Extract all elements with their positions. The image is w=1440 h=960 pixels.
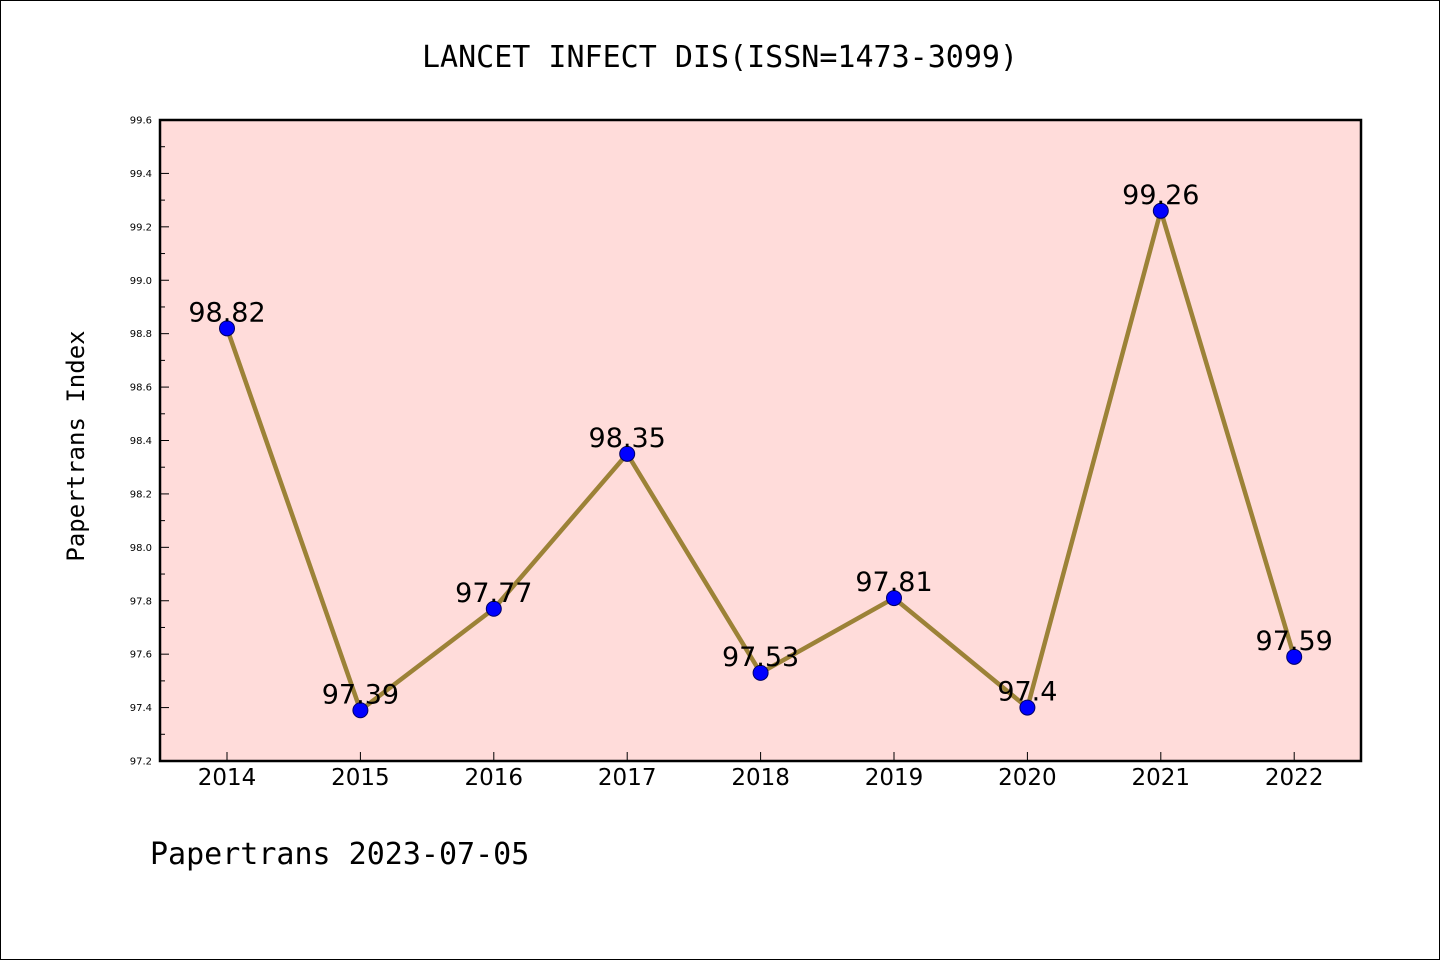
- data-point: [219, 320, 235, 337]
- y-tick-label: 97.6: [130, 650, 152, 661]
- data-point: [352, 702, 369, 719]
- data-point: [485, 600, 502, 617]
- x-tick-label: 2015: [331, 765, 390, 791]
- x-tick-label: 2017: [598, 765, 657, 791]
- data-label: 97.53: [722, 642, 799, 673]
- chart-title: LANCET INFECT DIS(ISSN=1473-3099): [422, 40, 1018, 75]
- data-label: 97.39: [322, 679, 399, 710]
- y-tick-label: 99.4: [130, 169, 152, 180]
- data-point: [886, 590, 902, 607]
- y-tick-label: 98.4: [130, 436, 152, 447]
- plot-border: [158, 118, 1363, 763]
- data-point: [619, 445, 636, 462]
- data-point: [752, 664, 769, 681]
- data-label: 97.59: [1256, 626, 1333, 657]
- y-axis-label: Papertrans Index: [62, 330, 90, 561]
- y-tick-label: 98.2: [130, 489, 152, 500]
- footer-text: Papertrans 2023-07-05: [150, 837, 529, 872]
- plot-area: [160, 120, 1361, 761]
- y-tick-label: 99.6: [130, 116, 152, 127]
- y-tick-label: 98.0: [130, 543, 152, 554]
- data-label: 99.26: [1122, 180, 1199, 211]
- y-tick-label: 99.2: [130, 222, 152, 233]
- data-label: 98.35: [589, 423, 666, 454]
- x-tick-label: 2021: [1132, 765, 1191, 791]
- x-tick-label: 2022: [1265, 765, 1324, 791]
- y-tick-label: 97.8: [130, 596, 152, 607]
- x-axis: 2014 2015 2016 2017 2018 2019 2020 2021 2022: [198, 752, 1324, 791]
- y-tick-label: 99.0: [130, 276, 152, 287]
- y-tick-label: 97.2: [130, 757, 152, 768]
- y-tick-label: 98.6: [130, 383, 152, 394]
- x-tick-label: 2016: [465, 765, 524, 791]
- data-point: [1286, 648, 1303, 665]
- x-tick-label: 2020: [998, 765, 1057, 791]
- y-tick-label: 97.4: [130, 703, 152, 714]
- data-label: 97.77: [455, 578, 532, 609]
- data-label: 97.81: [855, 567, 932, 598]
- x-tick-label: 2019: [865, 765, 924, 791]
- data-point: [1019, 699, 1036, 716]
- data-point: [1152, 202, 1169, 219]
- x-tick-label: 2014: [198, 765, 257, 791]
- data-label: 97.4: [997, 677, 1057, 708]
- y-tick-label: 98.8: [130, 329, 152, 340]
- marker-group: [219, 202, 1303, 719]
- data-label-group: 98.82 97.39 97.77 98.35 97.53 97.81 97.4 99.26 9…: [188, 180, 1332, 710]
- x-tick-label: 2018: [731, 765, 790, 791]
- data-label: 98.82: [188, 297, 265, 328]
